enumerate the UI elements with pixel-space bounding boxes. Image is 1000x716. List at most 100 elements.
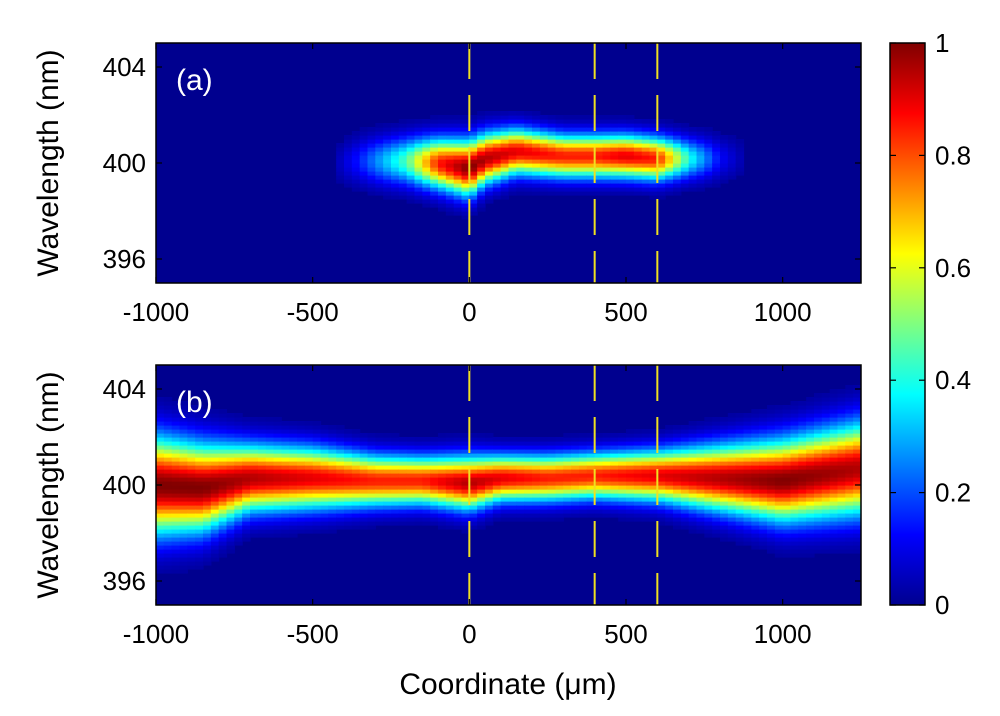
- heatmap-cell: [406, 493, 416, 498]
- heatmap-cell: [821, 489, 831, 494]
- heatmap-cell: [712, 433, 721, 438]
- heatmap-cell: [359, 175, 369, 180]
- heatmap-cell: [422, 139, 431, 144]
- heatmap-cell: [336, 441, 345, 446]
- heatmap-cell: [782, 533, 792, 538]
- heatmap-cell: [414, 179, 423, 184]
- heatmap-cell: [594, 449, 604, 454]
- heatmap-cell: [626, 167, 635, 172]
- heatmap-cell: [406, 477, 416, 482]
- heatmap-cell: [720, 493, 729, 498]
- heatmap-cell: [539, 449, 549, 454]
- heatmap-cell: [853, 509, 861, 514]
- heatmap-cell: [665, 513, 674, 518]
- heatmap-cell: [359, 461, 369, 466]
- heatmap-cell: [751, 425, 760, 430]
- heatmap-cell: [179, 513, 188, 518]
- heatmap-cell: [782, 457, 792, 462]
- heatmap-cell: [234, 465, 243, 470]
- heatmap-cell: [422, 449, 431, 454]
- heatmap-cell: [453, 175, 463, 180]
- heatmap-cell: [829, 469, 839, 474]
- heatmap-cell: [461, 195, 470, 200]
- heatmap-cell: [579, 175, 588, 180]
- heatmap-cell: [853, 425, 861, 430]
- heatmap-cell: [195, 437, 204, 442]
- heatmap-cell: [312, 501, 322, 506]
- heatmap-cell: [626, 127, 635, 132]
- heatmap-cell: [312, 441, 322, 446]
- heatmap-cell: [727, 537, 737, 542]
- heatmap-cell: [602, 469, 611, 474]
- heatmap-cell: [281, 421, 290, 426]
- heatmap-cell: [226, 533, 235, 538]
- heatmap-cell: [375, 159, 384, 164]
- heatmap-cell: [273, 437, 282, 442]
- heatmap-cell: [720, 489, 729, 494]
- heatmap-cell: [508, 473, 517, 478]
- heatmap-cell: [359, 505, 369, 510]
- heatmap-cell: [203, 449, 212, 454]
- heatmap-cell: [633, 131, 643, 136]
- heatmap-cell: [633, 191, 643, 196]
- heatmap-cell: [469, 497, 478, 502]
- heatmap-cell: [563, 477, 572, 482]
- heatmap-cell: [751, 501, 760, 506]
- heatmap-cell: [438, 441, 447, 446]
- heatmap-cell: [743, 465, 752, 470]
- heatmap-cell: [469, 481, 478, 486]
- heatmap-cell: [555, 489, 564, 494]
- heatmap-cell: [257, 469, 267, 474]
- heatmap-cell: [171, 493, 181, 498]
- heatmap-cell: [453, 155, 463, 160]
- heatmap-cell: [461, 179, 470, 184]
- heatmap-cell: [438, 521, 447, 526]
- heatmap-cell: [516, 179, 525, 184]
- heatmap-cell: [547, 513, 557, 518]
- heatmap-cell: [547, 187, 557, 192]
- heatmap-cell: [430, 175, 439, 180]
- heatmap-cell: [696, 425, 705, 430]
- heatmap-cell: [422, 203, 431, 208]
- heatmap-cell: [461, 489, 470, 494]
- heatmap-cell: [727, 167, 737, 172]
- heatmap-cell: [680, 497, 690, 502]
- heatmap-cell: [430, 481, 439, 486]
- heatmap-cell: [430, 449, 439, 454]
- heatmap-cell: [461, 139, 470, 144]
- heatmap-cell: [579, 493, 588, 498]
- heatmap-cell: [688, 163, 698, 168]
- heatmap-cell: [720, 533, 729, 538]
- heatmap-cell: [156, 437, 165, 442]
- heatmap-cell: [320, 473, 329, 478]
- heatmap-cell: [657, 497, 666, 502]
- heatmap-cell: [626, 123, 635, 128]
- heatmap-cell: [477, 127, 486, 132]
- heatmap-cell: [375, 493, 384, 498]
- heatmap-cell: [618, 175, 627, 180]
- heatmap-cell: [422, 183, 431, 188]
- heatmap-cell: [688, 171, 698, 176]
- heatmap-cell: [438, 493, 447, 498]
- heatmap-cell: [586, 155, 596, 160]
- heatmap-cell: [571, 115, 580, 120]
- heatmap-cell: [751, 497, 760, 502]
- heatmap-cell: [704, 481, 713, 486]
- heatmap-cell: [673, 151, 682, 156]
- colorbar-tick-label: 0: [935, 590, 949, 620]
- heatmap-cell: [398, 509, 408, 514]
- heatmap-cell: [610, 513, 619, 518]
- heatmap-cell: [539, 171, 549, 176]
- heatmap-cell: [814, 393, 823, 398]
- heatmap-cell: [500, 497, 510, 502]
- heatmap-cell: [806, 517, 815, 522]
- heatmap-cell: [633, 175, 643, 180]
- heatmap-cell: [344, 167, 353, 172]
- heatmap-cell: [273, 525, 282, 530]
- heatmap-cell: [641, 135, 651, 140]
- heatmap-cell: [845, 405, 854, 410]
- heatmap-cell: [563, 457, 572, 462]
- heatmap-cell: [508, 163, 517, 168]
- heatmap-cell: [187, 437, 196, 442]
- heatmap-cell: [680, 159, 690, 164]
